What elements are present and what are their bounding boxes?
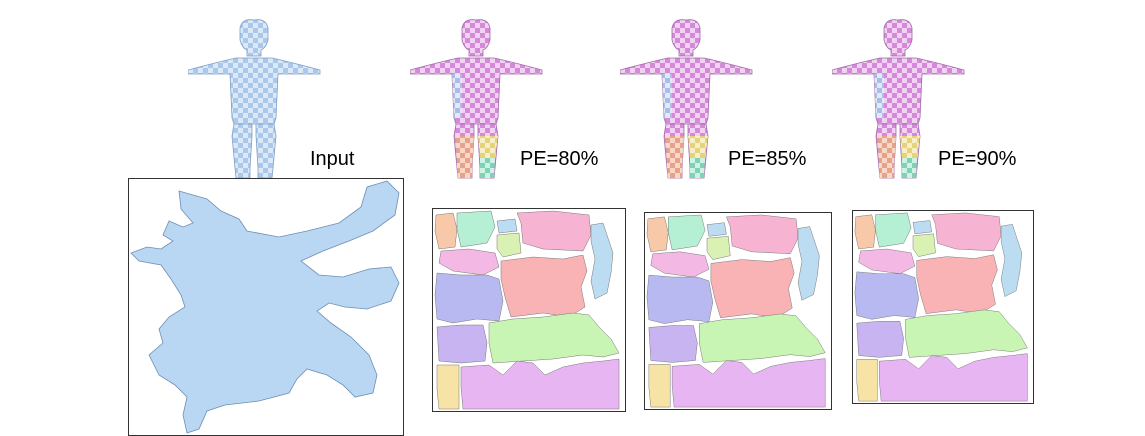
chart-island: [646, 216, 669, 253]
chart-island: [931, 212, 1002, 252]
input-label: Input: [310, 148, 355, 170]
chart-island: [460, 358, 620, 410]
chart-island: [434, 212, 458, 250]
chart-island: [706, 222, 727, 237]
pe90-uv-atlas: [852, 210, 1034, 404]
chart-island: [496, 232, 522, 258]
chart-island: [496, 218, 518, 234]
chart-island: [436, 324, 488, 364]
chart-island: [916, 254, 998, 314]
chart-island: [726, 214, 799, 255]
chart-island: [500, 254, 588, 318]
pe85-uv-atlas: [644, 212, 832, 410]
chart-island: [1000, 224, 1022, 297]
chart-island: [648, 364, 671, 408]
chart-island: [710, 257, 795, 319]
chart-island: [648, 325, 698, 363]
pe90-label: PE=90%: [938, 148, 1017, 170]
chart-island: [912, 233, 936, 257]
chart-island: [438, 248, 500, 276]
chart-island: [668, 214, 706, 251]
chart-island: [436, 364, 460, 410]
pe80-uv-atlas: [432, 208, 626, 412]
chart-island: [858, 248, 916, 274]
input-mesh-figure: [188, 18, 322, 180]
chart-island: [699, 313, 826, 363]
chart-island: [856, 359, 878, 402]
chart-island: [650, 251, 710, 278]
chart-island: [854, 214, 876, 250]
chart-island: [879, 353, 1028, 402]
chart-island: [590, 222, 614, 300]
chart-island: [912, 220, 933, 235]
input-uv-island: [130, 180, 400, 434]
chart-island: [706, 236, 731, 260]
input-uv-atlas: [128, 178, 404, 436]
chart-island: [434, 272, 504, 324]
chart-island: [905, 309, 1028, 358]
chart-island: [488, 312, 620, 364]
pe90-mesh-figure: [832, 18, 966, 180]
chart-island: [854, 271, 919, 320]
chart-island: [797, 226, 820, 301]
pe85-mesh-figure: [620, 18, 754, 180]
chart-island: [671, 358, 826, 408]
pe80-mesh-figure: [410, 18, 544, 180]
chart-island: [456, 210, 496, 248]
chart-island: [875, 212, 912, 248]
pe80-label: PE=80%: [520, 148, 599, 170]
chart-island: [856, 321, 904, 358]
pe85-label: PE=85%: [728, 148, 807, 170]
chart-island: [646, 274, 714, 324]
chart-island: [516, 210, 592, 252]
